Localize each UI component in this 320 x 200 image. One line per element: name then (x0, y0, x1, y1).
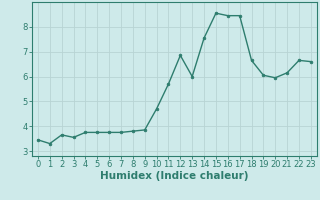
X-axis label: Humidex (Indice chaleur): Humidex (Indice chaleur) (100, 171, 249, 181)
